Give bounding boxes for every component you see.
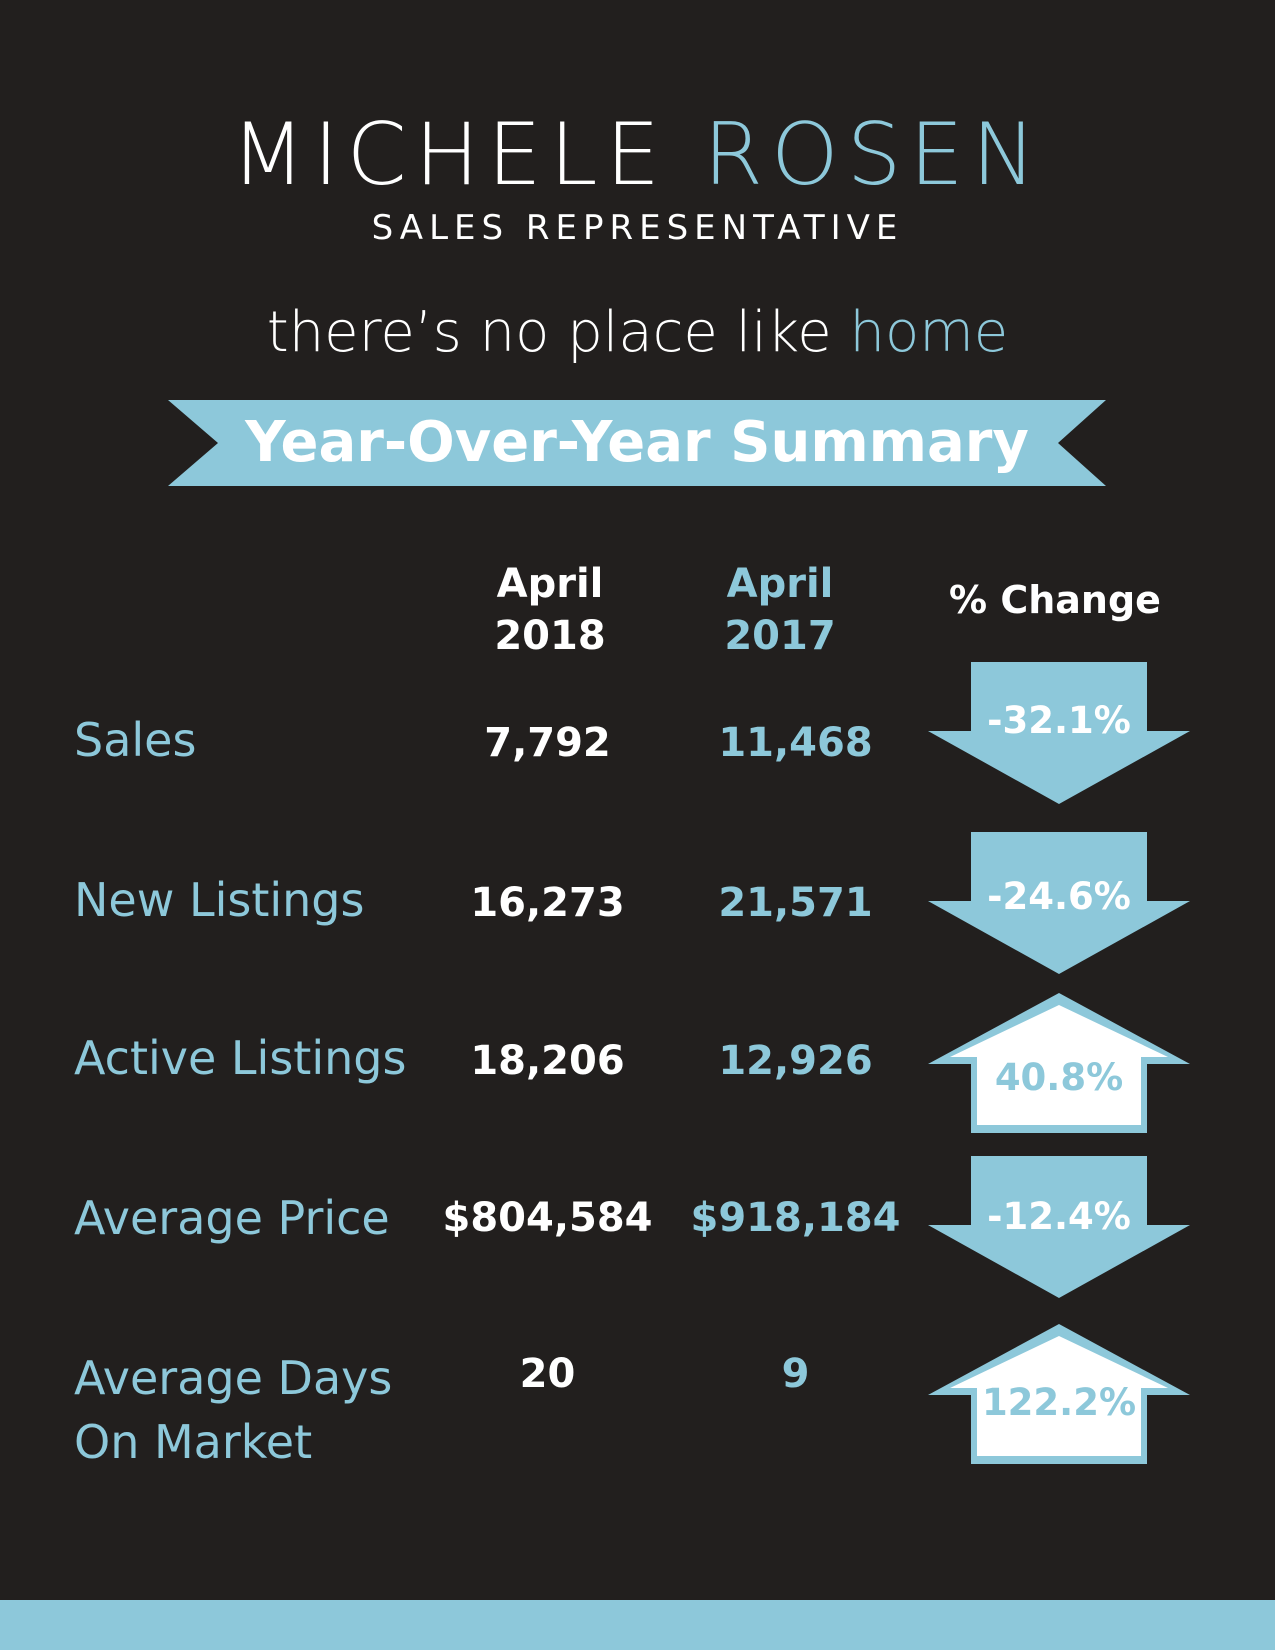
down-arrow-icon: [928, 1156, 1190, 1298]
banner-title: Year-Over-Year Summary: [245, 410, 1029, 475]
tagline-main: there’s no place like: [266, 300, 832, 365]
tagline-accent: home: [849, 300, 1009, 365]
change-active-listings: 40.8%: [994, 1056, 1124, 1099]
value-previous-days-on-market: 9: [781, 1351, 810, 1397]
row-label-line-2: On Market: [74, 1415, 313, 1469]
row-label-average-price: Average Price: [74, 1191, 390, 1245]
row-label-sales: Sales: [74, 713, 197, 767]
up-arrow-icon: [928, 1324, 1190, 1464]
tagline: there’s no place like home: [0, 300, 1275, 365]
down-arrow-icon: [928, 832, 1190, 974]
agent-first-name: MICHELE: [231, 105, 668, 205]
value-previous-new-listings: 21,571: [718, 880, 873, 926]
agent-name: MICHELE ROSEN: [0, 105, 1275, 205]
column-header-previous-month: April: [726, 561, 834, 607]
value-current-active-listings: 18,206: [470, 1038, 625, 1084]
value-current-days-on-market: 20: [519, 1351, 576, 1397]
down-arrow-icon: [928, 662, 1190, 804]
value-current-new-listings: 16,273: [470, 880, 625, 926]
column-header-previous: April 2017: [690, 558, 870, 662]
value-previous-active-listings: 12,926: [718, 1038, 873, 1084]
row-label-active-listings: Active Listings: [74, 1031, 407, 1085]
change-sales: -32.1%: [987, 699, 1131, 742]
footer-bar: [0, 1600, 1275, 1650]
value-current-sales: 7,792: [484, 720, 611, 766]
row-label-new-listings: New Listings: [74, 873, 365, 927]
column-header-previous-year: 2017: [724, 613, 836, 659]
value-previous-average-price: $918,184: [690, 1195, 901, 1241]
column-header-current: April 2018: [460, 558, 640, 662]
row-label-line-1: Average Days: [74, 1351, 393, 1405]
column-header-current-month: April: [496, 561, 604, 607]
change-days-on-market: 122.2%: [981, 1381, 1137, 1424]
change-average-price: -12.4%: [987, 1195, 1131, 1238]
agent-last-name: ROSEN: [703, 105, 1044, 205]
summary-banner: [168, 400, 1106, 486]
value-previous-sales: 11,468: [718, 720, 873, 766]
row-label-average-days-on-market: Average Days On Market: [74, 1346, 454, 1474]
column-header-current-year: 2018: [494, 613, 606, 659]
value-current-average-price: $804,584: [442, 1195, 653, 1241]
column-header-change: % Change: [949, 578, 1161, 622]
change-new-listings: -24.6%: [987, 875, 1131, 918]
up-arrow-icon: [928, 993, 1190, 1133]
agent-role: SALES REPRESENTATIVE: [371, 208, 904, 248]
